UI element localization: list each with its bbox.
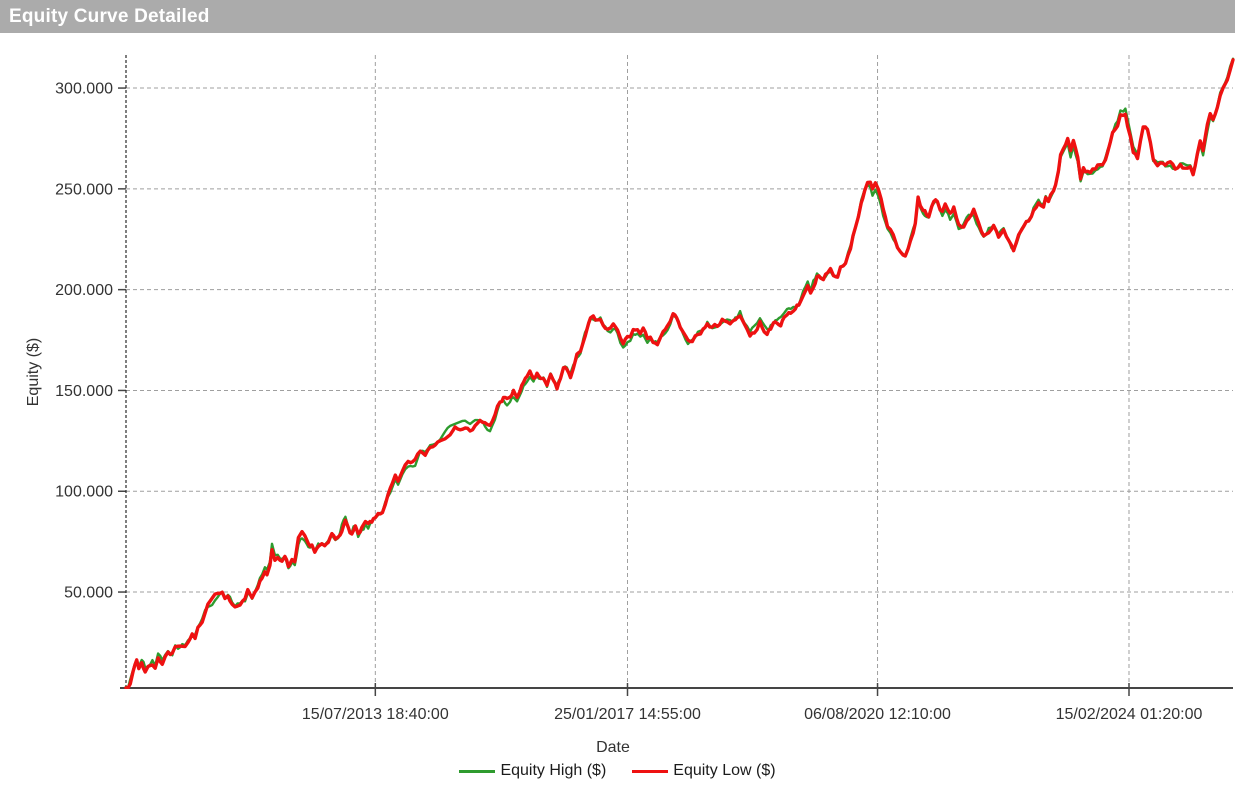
y-tick-label: 150.000: [55, 383, 113, 400]
chart-legend: Equity High ($) Equity Low ($): [0, 762, 1235, 780]
x-axis-title: Date: [596, 739, 630, 756]
legend-item-equity-high: Equity High ($): [459, 762, 606, 780]
legend-swatch-equity-low: [632, 769, 669, 773]
y-axis-title: Equity ($): [25, 338, 42, 406]
x-tick-label: 25/01/2017 14:55:00: [554, 706, 701, 723]
x-tick-label: 15/02/2024 01:20:00: [1056, 706, 1203, 723]
x-tick-label: 15/07/2013 18:40:00: [302, 706, 449, 723]
y-tick-label: 300.000: [55, 81, 113, 98]
y-tick-label: 50.000: [64, 585, 113, 602]
equity-high-line: [124, 57, 1235, 689]
x-tick-label: 06/08/2020 12:10:00: [804, 706, 951, 723]
legend-label-equity-low: Equity Low ($): [673, 762, 776, 779]
y-tick-label: 200.000: [55, 282, 113, 299]
legend-label-equity-high: Equity High ($): [500, 762, 607, 779]
window-title: Equity Curve Detailed: [9, 6, 210, 27]
legend-item-equity-low: Equity Low ($): [632, 762, 776, 780]
y-tick-label: 250.000: [55, 181, 113, 198]
legend-swatch-equity-high: [459, 769, 496, 773]
equity-low-line: [124, 58, 1235, 689]
y-tick-label: 100.000: [55, 484, 113, 501]
window-titlebar: Equity Curve Detailed: [0, 0, 1235, 33]
